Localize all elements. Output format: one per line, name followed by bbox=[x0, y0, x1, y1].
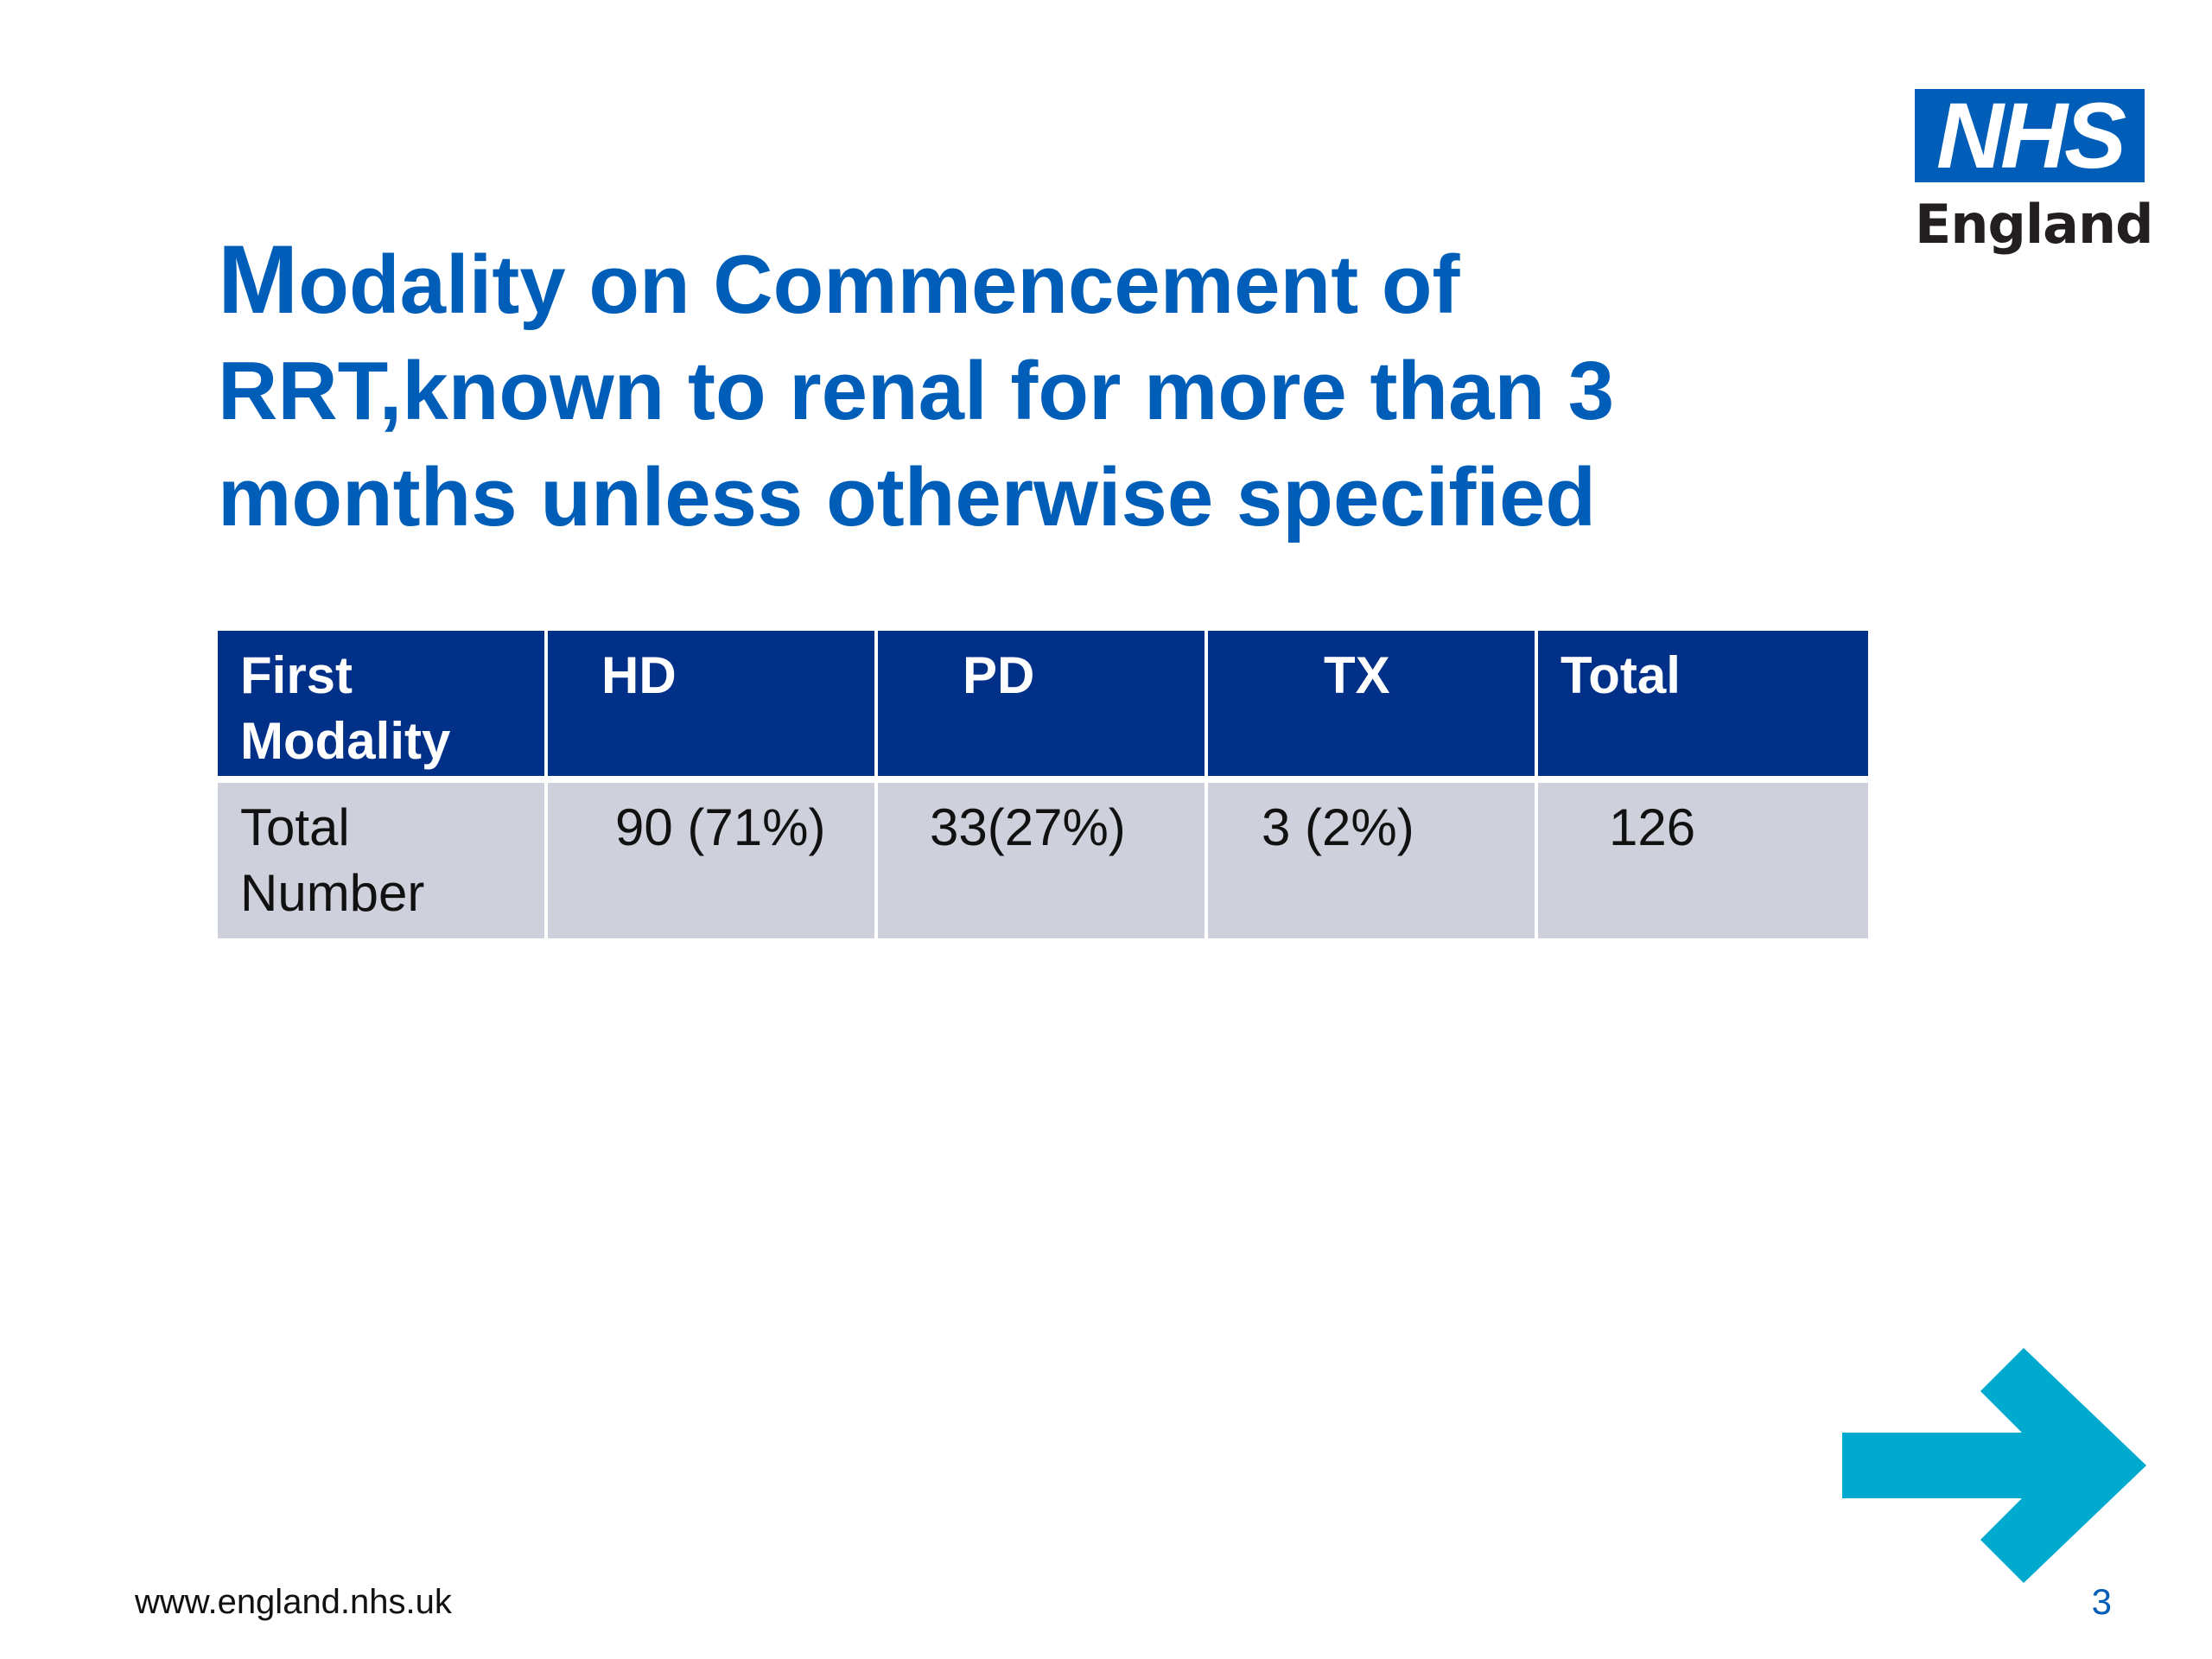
header-first-modality: First Modality bbox=[218, 631, 548, 783]
header-total: Total bbox=[1538, 631, 1868, 783]
title-initial: M bbox=[218, 226, 299, 334]
header-tx: TX bbox=[1208, 631, 1538, 783]
slide-title: Modality on Commencement of RRT,known to… bbox=[218, 226, 1859, 550]
arrow-shape bbox=[1842, 1348, 2146, 1583]
cell-row-label: Total Number bbox=[218, 783, 548, 938]
title-text: odality on Commencement of RRT,known to … bbox=[218, 238, 1615, 543]
table-header-row: First Modality HD PD TX Total bbox=[218, 631, 1868, 783]
header-pd: PD bbox=[878, 631, 1208, 783]
nhs-england-logo: NHS England bbox=[1915, 89, 2153, 256]
nhs-logo-mark: NHS bbox=[1915, 89, 2145, 182]
page-number: 3 bbox=[2091, 1581, 2112, 1622]
nhs-logo-subtitle: England bbox=[1915, 193, 2153, 256]
modality-table: First Modality HD PD TX Total Total Numb… bbox=[218, 631, 1868, 938]
cell-total: 126 bbox=[1538, 783, 1868, 938]
table-row: Total Number 90 (71%) 33(27%) 3 (2%) 126 bbox=[218, 783, 1868, 938]
cell-hd: 90 (71%) bbox=[548, 783, 878, 938]
arrow-right-icon[interactable] bbox=[1842, 1348, 2146, 1583]
header-hd: HD bbox=[548, 631, 878, 783]
cell-pd: 33(27%) bbox=[878, 783, 1208, 938]
footer-url: www.england.nhs.uk bbox=[135, 1583, 452, 1621]
cell-tx: 3 (2%) bbox=[1208, 783, 1538, 938]
